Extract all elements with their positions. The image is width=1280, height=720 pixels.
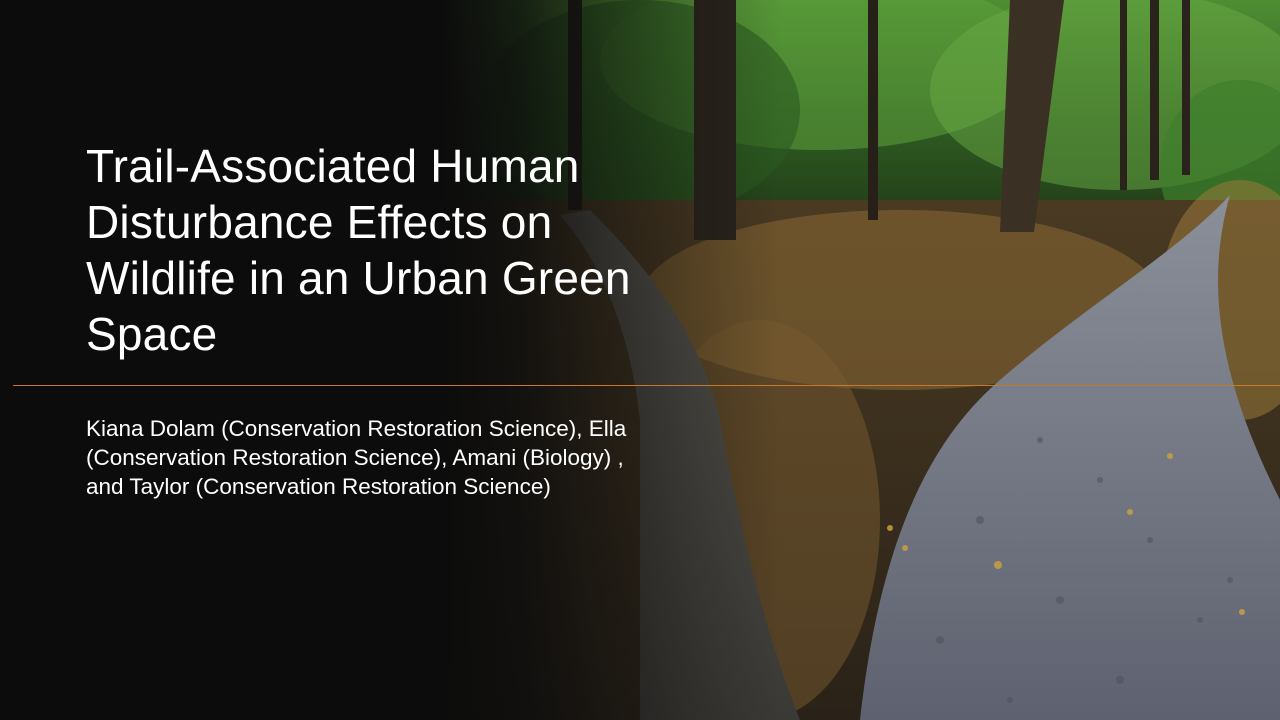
- slide-title: Trail-Associated Human Disturbance Effec…: [86, 140, 631, 360]
- slide-authors: Kiana Dolam (Conservation Restoration Sc…: [86, 416, 627, 499]
- divider-line: [13, 385, 1280, 386]
